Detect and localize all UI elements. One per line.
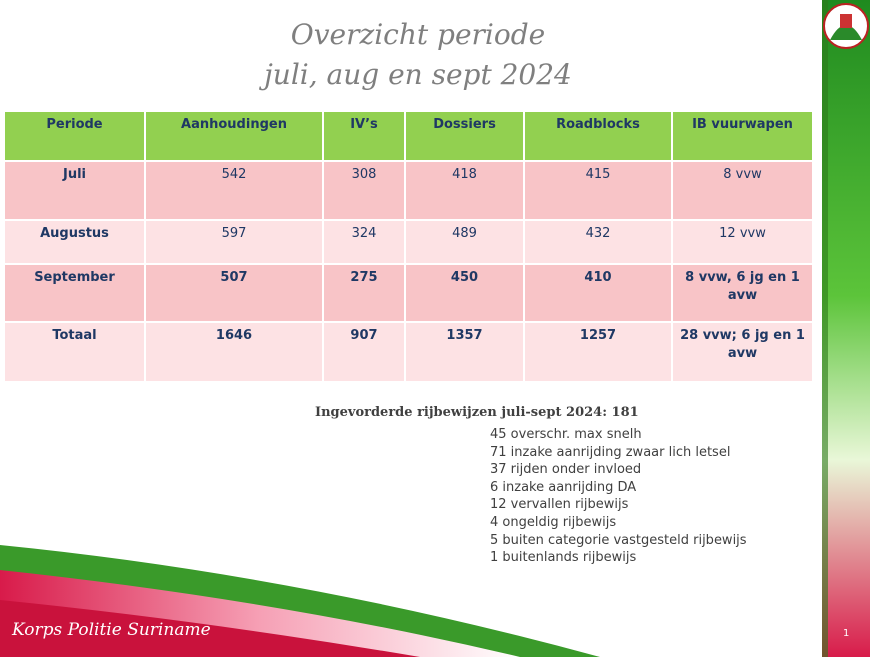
summary-item: 37 rijden onder invloed	[490, 462, 642, 478]
table-cell: 324	[324, 221, 406, 263]
table-cell: 410	[525, 265, 673, 321]
summary-item: 12 vervallen rijbewijs	[490, 497, 629, 513]
table-cell: 1357	[406, 323, 525, 381]
page-number: 1	[843, 628, 850, 639]
header-cell: Dossiers	[406, 112, 525, 160]
header-cell: Periode	[5, 112, 146, 160]
table-cell: Totaal	[5, 323, 146, 381]
footer-organization: Korps Politie Suriname	[12, 620, 211, 640]
summary-item: 45 overschr. max snelh	[490, 427, 642, 442]
table-cell: Augustus	[5, 221, 146, 263]
table-cell: 418	[406, 162, 525, 219]
header-cell: IB vuurwapen	[673, 112, 814, 160]
header-cell: Roadblocks	[525, 112, 673, 160]
header-cell: IV’s	[324, 112, 406, 160]
table-cell: 8 vvw	[673, 162, 814, 219]
table-cell: 275	[324, 265, 406, 321]
header-cell: Aanhoudingen	[146, 112, 324, 160]
title-line: Overzicht periode	[290, 18, 546, 51]
summary-item: 4 ongeldig rijbewijs	[490, 515, 617, 530]
summary-item: 71 inzake aanrijding zwaar lich letsel	[490, 444, 731, 460]
table-cell: 597	[146, 221, 324, 263]
summary-item: 1 buitenlands rijbewijs	[490, 550, 637, 566]
table-cell: 432	[525, 221, 673, 263]
table-cell: 12 vvw	[673, 221, 814, 263]
table-cell: 308	[324, 162, 406, 219]
summary-item: 5 buiten categorie vastgesteld rijbewijs	[490, 532, 747, 548]
table-cell: 1646	[146, 323, 324, 381]
table-cell: 8 vvw, 6 jg en 1 avw	[673, 265, 814, 321]
table-cell: 1257	[525, 323, 673, 381]
table-cell: 28 vvw; 6 jg en 1 avw	[673, 323, 814, 381]
summary-title: Ingevorderde rijbewijzen juli-sept 2024:…	[315, 405, 639, 420]
table-cell: September	[5, 265, 146, 321]
table-cell: 415	[525, 162, 673, 219]
table-cell: 507	[146, 265, 324, 321]
table-cell: Juli	[5, 162, 146, 219]
table-cell: 450	[406, 265, 525, 321]
table-cell: 907	[324, 323, 406, 381]
summary-item: 6 inzake aanrijding DA	[490, 479, 637, 495]
title-line: juli, aug en sept 2024	[264, 58, 572, 91]
table-cell: 489	[406, 221, 525, 263]
table-cell: 542	[146, 162, 324, 219]
